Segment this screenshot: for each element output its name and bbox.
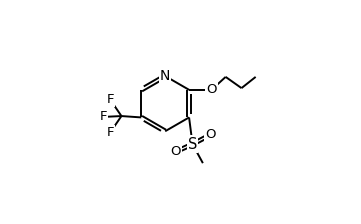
Text: O: O [170, 145, 180, 158]
Text: O: O [205, 128, 216, 141]
Text: N: N [160, 69, 170, 83]
Text: F: F [106, 126, 114, 139]
Text: S: S [188, 137, 197, 152]
Text: F: F [106, 93, 114, 106]
Text: O: O [206, 83, 217, 96]
Text: F: F [100, 110, 107, 123]
